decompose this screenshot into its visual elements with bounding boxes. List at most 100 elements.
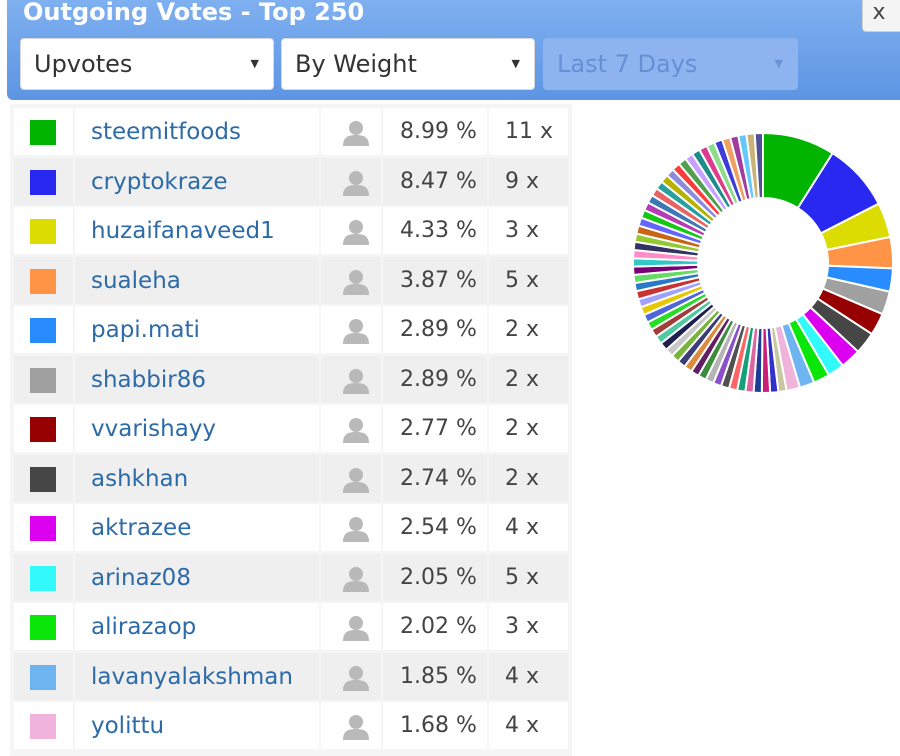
user-icon[interactable]	[342, 615, 370, 641]
weight-percent: 2.89 %	[400, 366, 477, 392]
weight-cell: 2.54 %	[383, 504, 487, 551]
user-icon[interactable]	[342, 219, 370, 245]
swatch-cell	[14, 157, 73, 205]
weight-percent: 2.77 %	[400, 416, 477, 441]
account-link[interactable]: huzaifanaveed1	[91, 218, 275, 244]
account-link[interactable]: vvarishayy	[91, 416, 217, 442]
table-row[interactable]: lavanyalakshman 1.85 % 4 x	[14, 652, 568, 700]
panel-header: Outgoing Votes - Top 250 Upvotes ▼ By We…	[7, 0, 900, 100]
weight-percent: 2.89 %	[400, 317, 477, 342]
table-row[interactable]: shabbir86 2.89 % 2 x	[14, 355, 568, 403]
account-link[interactable]: yolittu	[91, 713, 165, 739]
slice-other[interactable]	[753, 131, 764, 200]
account-link[interactable]: steemitfoods	[91, 119, 241, 145]
table-row[interactable]: huzaifanaveed1 4.33 % 3 x	[14, 207, 568, 254]
user-icon[interactable]	[342, 269, 370, 295]
count-cell: 2 x	[489, 454, 568, 502]
vote-type-dropdown[interactable]: Upvotes ▼	[20, 38, 274, 90]
table-row[interactable]: cryptokraze 8.47 % 9 x	[14, 157, 568, 205]
chevron-down-icon: ▼	[511, 57, 520, 70]
vote-count: 3 x	[505, 218, 540, 243]
table-row[interactable]: papi.mati 2.89 % 2 x	[14, 306, 568, 353]
user-icon[interactable]	[342, 120, 370, 146]
close-button[interactable]: x	[862, 0, 900, 32]
avatar-cell	[321, 702, 381, 749]
chevron-down-icon: ▼	[774, 57, 783, 70]
sort-dropdown[interactable]: By Weight ▼	[281, 38, 535, 90]
count-cell: 5 x	[489, 256, 568, 304]
weight-percent: 8.99 %	[400, 119, 477, 144]
account-link[interactable]: sualeha	[91, 267, 181, 294]
weight-cell: 2.89 %	[383, 306, 487, 353]
avatar-cell	[321, 108, 381, 155]
table-row[interactable]: alirazaop 2.02 % 3 x	[14, 603, 568, 650]
account-link[interactable]: shabbir86	[91, 366, 206, 393]
color-swatch	[30, 516, 56, 541]
account-link[interactable]: cryptokraze	[91, 168, 228, 195]
table-row[interactable]: aktrazee 2.54 % 4 x	[14, 504, 568, 551]
vote-count: 5 x	[505, 564, 540, 590]
vote-count: 4 x	[505, 515, 540, 540]
name-cell: huzaifanaveed1	[75, 207, 319, 254]
swatch-cell	[14, 306, 73, 353]
vote-count: 3 x	[505, 614, 540, 639]
account-link[interactable]: arinaz08	[91, 564, 191, 591]
votes-table: steemitfoods 8.99 % 11 x cryptokraze 8.47 % 9…	[10, 104, 572, 756]
table-row[interactable]: steemitfoods 8.99 % 11 x	[14, 108, 568, 155]
name-cell: aktrazee	[75, 504, 319, 551]
name-cell: lavanyalakshman	[75, 652, 319, 700]
swatch-cell	[14, 454, 73, 502]
swatch-cell	[14, 603, 73, 650]
user-icon[interactable]	[342, 170, 370, 196]
swatch-cell	[14, 108, 73, 155]
account-link[interactable]: papi.mati	[91, 317, 200, 343]
user-icon[interactable]	[342, 467, 370, 493]
swatch-cell	[14, 355, 73, 403]
panel-title: Outgoing Votes - Top 250	[23, 0, 365, 26]
table-row[interactable]: arinaz08 2.05 % 5 x	[14, 553, 568, 601]
user-icon[interactable]	[342, 417, 370, 443]
user-icon[interactable]	[342, 714, 370, 740]
period-value: Last 7 Days	[557, 50, 698, 78]
swatch-cell	[14, 504, 73, 551]
user-icon[interactable]	[342, 516, 370, 542]
swatch-cell	[14, 553, 73, 601]
color-swatch	[30, 466, 56, 492]
color-swatch	[30, 367, 56, 393]
period-dropdown[interactable]: Last 7 Days ▼	[543, 38, 798, 90]
color-swatch	[30, 664, 56, 690]
weight-percent: 2.05 %	[400, 564, 477, 590]
name-cell: papi.mati	[75, 306, 319, 353]
account-link[interactable]: lavanyalakshman	[91, 663, 293, 690]
avatar-cell	[321, 256, 381, 304]
user-icon[interactable]	[342, 368, 370, 394]
color-swatch	[30, 565, 56, 591]
swatch-cell	[14, 256, 73, 304]
avatar-cell	[321, 355, 381, 403]
color-swatch	[30, 714, 56, 739]
weight-percent: 4.33 %	[400, 218, 477, 243]
count-cell: 11 x	[489, 108, 568, 155]
account-link[interactable]: ashkhan	[91, 465, 189, 492]
avatar-cell	[321, 553, 381, 601]
user-icon[interactable]	[342, 566, 370, 592]
weight-cell: 2.77 %	[383, 405, 487, 452]
swatch-cell	[14, 207, 73, 254]
user-icon[interactable]	[342, 665, 370, 691]
name-cell: arinaz08	[75, 553, 319, 601]
count-cell: 2 x	[489, 355, 568, 403]
table-row[interactable]: sualeha 3.87 % 5 x	[14, 256, 568, 304]
color-swatch	[30, 169, 56, 195]
table-row[interactable]: ashkhan 2.74 % 2 x	[14, 454, 568, 502]
table-row[interactable]: vvarishayy 2.77 % 2 x	[14, 405, 568, 452]
user-icon[interactable]	[342, 318, 370, 344]
vote-count: 2 x	[505, 416, 540, 441]
count-cell: 4 x	[489, 504, 568, 551]
close-icon: x	[872, 0, 886, 25]
account-link[interactable]: aktrazee	[91, 515, 192, 541]
weight-percent: 1.85 %	[400, 663, 477, 689]
table-row[interactable]: yolittu 1.68 % 4 x	[14, 702, 568, 749]
vote-count: 2 x	[505, 465, 540, 491]
name-cell: sualeha	[75, 256, 319, 304]
account-link[interactable]: alirazaop	[91, 614, 197, 640]
